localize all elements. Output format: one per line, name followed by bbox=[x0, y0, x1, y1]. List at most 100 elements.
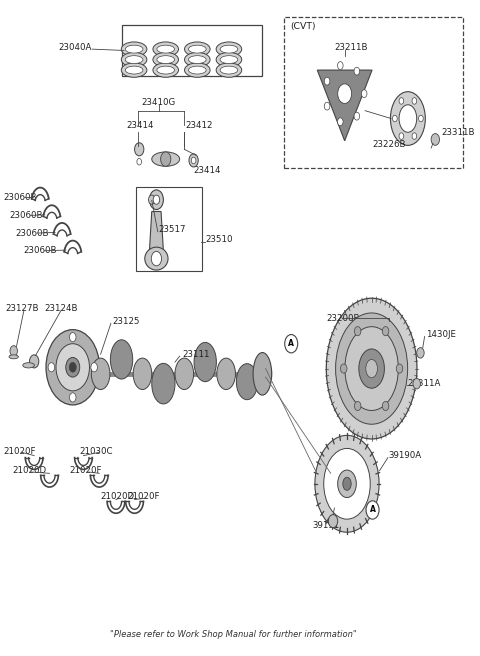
Ellipse shape bbox=[236, 363, 258, 400]
Circle shape bbox=[354, 401, 361, 411]
Circle shape bbox=[70, 333, 76, 342]
Ellipse shape bbox=[153, 63, 179, 77]
Ellipse shape bbox=[153, 195, 160, 204]
FancyBboxPatch shape bbox=[284, 17, 463, 168]
Ellipse shape bbox=[157, 56, 175, 64]
Text: 1430JE: 1430JE bbox=[426, 330, 456, 339]
Text: 23211B: 23211B bbox=[335, 43, 368, 52]
Ellipse shape bbox=[324, 449, 370, 519]
Circle shape bbox=[337, 118, 343, 126]
Circle shape bbox=[366, 501, 379, 519]
Ellipse shape bbox=[157, 66, 175, 74]
Ellipse shape bbox=[121, 52, 147, 67]
Text: 23040A: 23040A bbox=[58, 43, 91, 52]
Text: 21030C: 21030C bbox=[80, 447, 113, 455]
Ellipse shape bbox=[336, 313, 408, 424]
Text: 23510: 23510 bbox=[205, 235, 233, 244]
Text: 23311B: 23311B bbox=[441, 129, 474, 137]
Ellipse shape bbox=[152, 152, 180, 167]
Text: 23412: 23412 bbox=[186, 121, 213, 130]
Ellipse shape bbox=[56, 344, 89, 391]
Ellipse shape bbox=[69, 362, 76, 372]
Ellipse shape bbox=[220, 45, 238, 53]
Circle shape bbox=[413, 379, 420, 389]
Text: 21020F: 21020F bbox=[3, 447, 36, 455]
Circle shape bbox=[148, 195, 155, 204]
Circle shape bbox=[137, 159, 142, 165]
Ellipse shape bbox=[133, 358, 152, 390]
Circle shape bbox=[134, 143, 144, 156]
Ellipse shape bbox=[125, 56, 143, 64]
Ellipse shape bbox=[184, 63, 210, 77]
Ellipse shape bbox=[326, 298, 417, 439]
Ellipse shape bbox=[184, 42, 210, 56]
Circle shape bbox=[354, 67, 360, 75]
Circle shape bbox=[431, 134, 440, 146]
Text: 23311A: 23311A bbox=[408, 379, 441, 388]
Circle shape bbox=[399, 98, 404, 104]
Text: 21020D: 21020D bbox=[101, 493, 135, 501]
Text: "Please refer to Work Shop Manual for further information": "Please refer to Work Shop Manual for fu… bbox=[110, 630, 357, 639]
Circle shape bbox=[340, 364, 347, 373]
Circle shape bbox=[393, 115, 397, 122]
Circle shape bbox=[191, 157, 196, 164]
Ellipse shape bbox=[152, 363, 175, 404]
Text: 23517: 23517 bbox=[159, 225, 186, 234]
Ellipse shape bbox=[255, 359, 272, 388]
Ellipse shape bbox=[157, 45, 175, 53]
Ellipse shape bbox=[175, 358, 193, 390]
Text: 21020F: 21020F bbox=[70, 466, 102, 475]
Circle shape bbox=[91, 363, 97, 372]
Circle shape bbox=[337, 62, 343, 70]
Ellipse shape bbox=[399, 105, 417, 133]
Circle shape bbox=[412, 98, 417, 104]
Ellipse shape bbox=[220, 56, 238, 64]
Text: 21020F: 21020F bbox=[127, 493, 160, 501]
Text: 39190A: 39190A bbox=[389, 451, 422, 460]
Ellipse shape bbox=[121, 42, 147, 56]
Circle shape bbox=[285, 335, 298, 353]
Ellipse shape bbox=[189, 56, 206, 64]
Ellipse shape bbox=[9, 355, 18, 359]
Ellipse shape bbox=[338, 470, 356, 497]
Circle shape bbox=[324, 102, 330, 110]
Circle shape bbox=[361, 90, 367, 98]
Text: 23111: 23111 bbox=[182, 350, 209, 359]
Ellipse shape bbox=[390, 92, 425, 146]
Ellipse shape bbox=[345, 327, 398, 411]
Text: (CVT): (CVT) bbox=[290, 22, 315, 31]
Circle shape bbox=[419, 115, 423, 122]
Text: 23414: 23414 bbox=[126, 121, 154, 130]
Text: 23200B: 23200B bbox=[326, 314, 360, 323]
Text: 23226B: 23226B bbox=[372, 140, 406, 149]
Text: 23127B: 23127B bbox=[5, 304, 39, 313]
Ellipse shape bbox=[184, 52, 210, 67]
Circle shape bbox=[328, 514, 338, 527]
Ellipse shape bbox=[189, 66, 206, 74]
Ellipse shape bbox=[253, 352, 272, 395]
Ellipse shape bbox=[125, 66, 143, 74]
Ellipse shape bbox=[216, 63, 242, 77]
Text: 23414: 23414 bbox=[193, 167, 221, 175]
Ellipse shape bbox=[189, 45, 206, 53]
Text: 23124B: 23124B bbox=[45, 304, 78, 313]
Text: 23060B: 23060B bbox=[23, 246, 57, 255]
Text: 21020D: 21020D bbox=[12, 466, 47, 475]
Text: 23060B: 23060B bbox=[9, 211, 43, 220]
Circle shape bbox=[189, 154, 198, 167]
Circle shape bbox=[48, 363, 55, 372]
Text: 23060B: 23060B bbox=[3, 193, 36, 201]
Circle shape bbox=[412, 133, 417, 139]
Ellipse shape bbox=[110, 340, 132, 379]
Ellipse shape bbox=[66, 358, 80, 377]
Ellipse shape bbox=[161, 152, 171, 167]
Ellipse shape bbox=[46, 329, 99, 405]
Ellipse shape bbox=[343, 478, 351, 490]
Circle shape bbox=[354, 327, 361, 336]
Circle shape bbox=[29, 355, 39, 368]
Circle shape bbox=[382, 401, 389, 411]
Text: A: A bbox=[288, 339, 294, 348]
Ellipse shape bbox=[359, 349, 384, 388]
Ellipse shape bbox=[220, 66, 238, 74]
Circle shape bbox=[396, 364, 403, 373]
